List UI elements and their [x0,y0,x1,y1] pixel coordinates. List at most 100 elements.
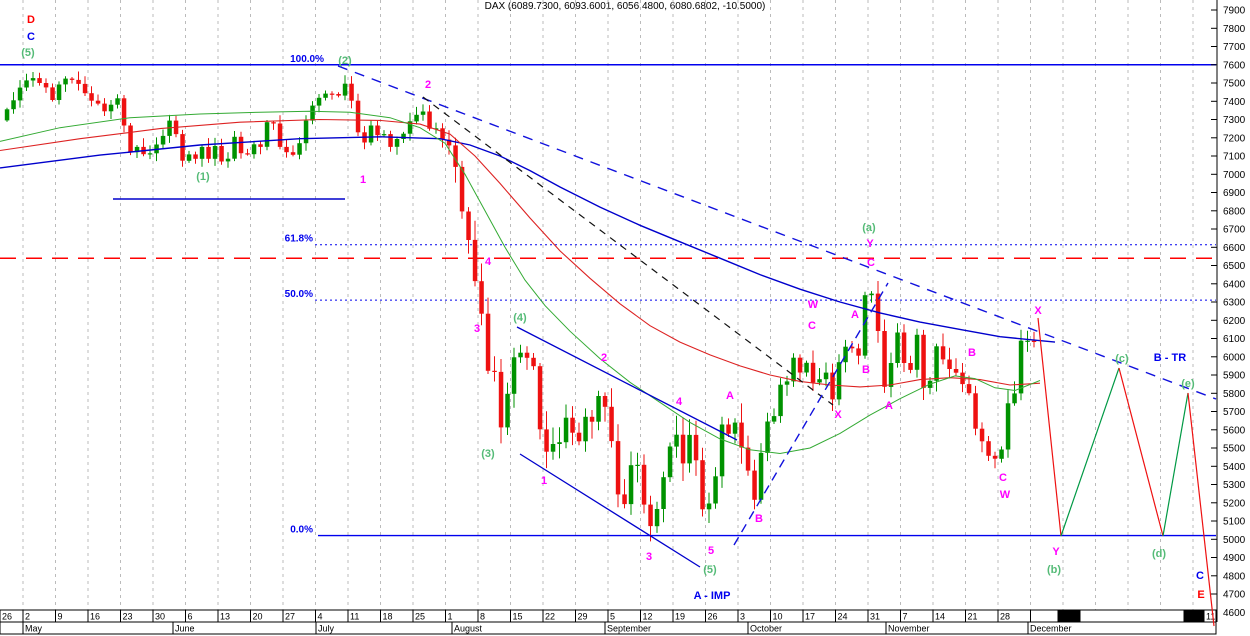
fib-label: 0.0% [290,525,313,536]
wave-label: (c) [1115,353,1129,365]
date-label: 17 [805,612,815,622]
wave-label: (3) [481,448,495,460]
date-label: 24 [838,612,848,622]
price-tick-label: 4900 [1223,553,1246,564]
price-tick-label: 5100 [1223,517,1246,528]
date-label: 29 [578,612,588,622]
price-tick-label: 6600 [1223,243,1246,254]
date-label: September [607,624,651,634]
date-label: June [175,624,195,634]
date-label: May [25,624,43,634]
price-tick-label: 6900 [1223,188,1246,199]
price-tick-label: 6200 [1223,316,1246,327]
price-tick-label: 5500 [1223,444,1246,455]
date-label: December [1030,624,1072,634]
price-tick-label: 5900 [1223,371,1246,382]
fib-label: 100.0% [290,54,324,65]
price-tick-label: 7100 [1223,152,1246,163]
date-label: 28 [1000,612,1010,622]
price-tick-label: 4700 [1223,590,1246,601]
date-label: 7 [903,612,908,622]
rising-support-dashed [733,282,889,546]
price-tick-label: 7000 [1223,170,1246,181]
wave-label: 2 [601,352,607,364]
price-tick-label: 6500 [1223,261,1246,272]
wave-label: 3 [646,551,652,563]
price-tick-label: 5600 [1223,425,1246,436]
date-axis: 26 2 9 16 23 30 6 13 20 27 4 11 18 25 1 8 15 22 29 5 12 19 26 3… [0,609,1217,635]
date-label: 5 [610,612,615,622]
secondary-downtrend-black-dashed [422,96,834,406]
wave-label: C [1196,570,1204,582]
wave-label: (d) [1152,548,1166,560]
ma-short-green [0,110,1041,455]
date-label: July [318,624,335,634]
date-label: 3 [740,612,745,622]
lower-channel [519,453,701,568]
price-tick-label: 5300 [1223,480,1246,491]
price-tick-label: 6100 [1223,334,1246,345]
wave-label: Y [1052,546,1060,558]
price-tick-label: 7700 [1223,42,1246,53]
date-label: 22 [545,612,555,622]
date-label: 23 [123,612,133,622]
date-label: 26 [2,612,12,622]
date-label: 14 [935,612,945,622]
date-label: October [750,624,782,634]
wave-label: (2) [338,55,352,67]
wave-label: W [808,299,819,311]
price-tick-label: 5700 [1223,407,1246,418]
fibonacci-levels: 100.0% 61.8% 50.0% 0.0% [0,54,1216,537]
wave-label: B [755,513,763,525]
ma-mid-red [0,118,1041,388]
date-label: 20 [253,612,263,622]
price-axis: 4600 4700 4800 4900 5000 5100 5200 5300 5400 5500… [1211,0,1246,622]
price-tick-label: 5000 [1223,535,1246,546]
wave-label: B [968,347,976,359]
wave-label: 5 [708,545,714,557]
date-label: 4 [318,612,323,622]
wave-label: A [851,309,859,321]
date-label: 25 [415,612,425,622]
trendlines [113,65,1217,568]
wave-label: Y [866,238,874,250]
price-tick-label: 6700 [1223,225,1246,236]
wave-label: (5) [703,564,717,576]
date-label: 16 [90,612,100,622]
date-label: 9 [58,612,63,622]
wave-label: A - IMP [694,590,731,602]
date-label: 12 [643,612,653,622]
price-tick-label: 4800 [1223,571,1246,582]
wave-label: E [1197,589,1204,601]
wave-label: X [834,409,842,421]
gridlines [22,0,1194,610]
wave-label: C [867,257,875,269]
price-tick-label: 7800 [1223,24,1246,35]
fib-label: 61.8% [285,234,313,245]
wave-label: 4 [676,396,683,408]
moving-averages [0,110,1056,455]
date-label: 10 [773,612,783,622]
wave-label: (e) [1181,378,1195,390]
price-tick-label: 5400 [1223,462,1246,473]
price-tick-label: 5200 [1223,498,1246,509]
wave-label: 2 [425,79,431,91]
date-label: 13 [220,612,230,622]
price-tick-label: 6000 [1223,352,1246,363]
wave-label: D [27,14,35,26]
date-label: 11 [1206,612,1215,622]
wave-label: (5) [21,47,35,59]
price-tick-label: 6400 [1223,279,1246,290]
date-label: August [454,624,483,634]
price-tick-label: 7300 [1223,115,1246,126]
wave-label: A [885,400,893,412]
date-label: 21 [968,612,978,622]
date-label: 1 [448,612,453,622]
wave-label: (b) [1047,564,1061,576]
wave-label: 1 [360,174,366,186]
projection-zigzag [1037,317,1215,627]
price-tick-label: 7600 [1223,60,1246,71]
